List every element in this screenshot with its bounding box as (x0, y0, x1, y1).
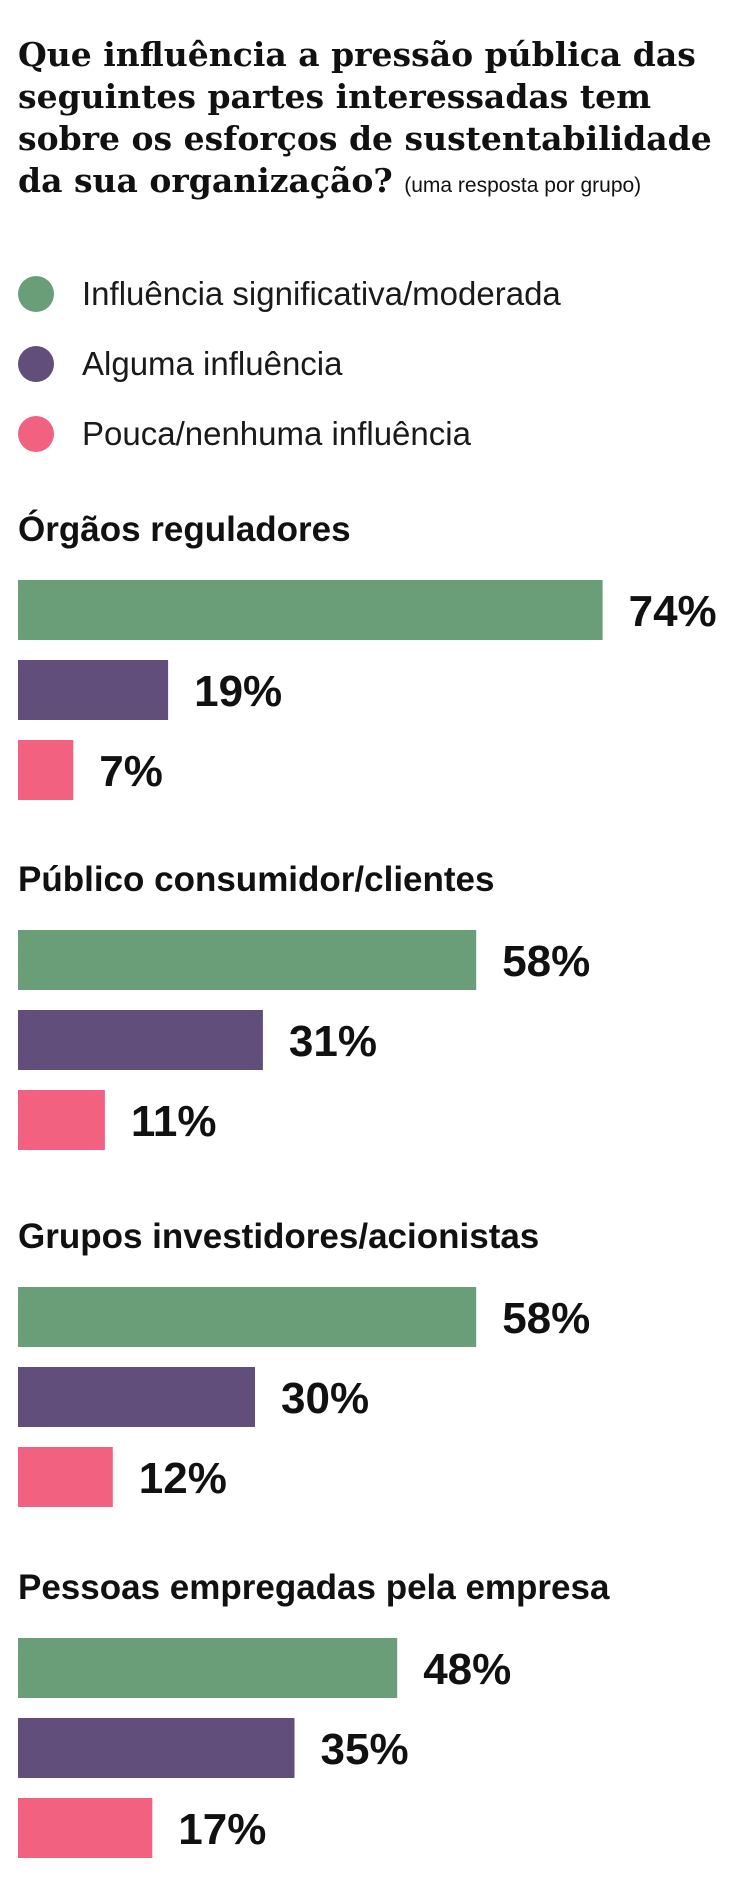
group-reguladores: Órgãos reguladores 74% 19% 7% (18, 509, 717, 800)
group-title-consumidores: Público consumidor/clientes (18, 860, 494, 899)
bar-empregados-significant (18, 1638, 398, 1698)
chart-subtitle: (uma resposta por grupo) (404, 174, 642, 197)
bar-empregados-some (18, 1718, 295, 1778)
chart-title-text: Que influência a pressão pública das seg… (18, 35, 712, 200)
bar-consumidores-significant (18, 930, 477, 990)
chart-title: Que influência a pressão pública das seg… (18, 34, 738, 207)
group-title-investidores: Grupos investidores/acionistas (18, 1217, 539, 1256)
legend-label-some: Alguma influência (82, 345, 343, 382)
bar-consumidores-some (18, 1010, 263, 1070)
bar-consumidores-little (18, 1090, 105, 1150)
bar-value-reguladores-some: 19% (194, 667, 282, 716)
bar-value-investidores-some: 30% (281, 1374, 369, 1423)
bar-value-consumidores-little: 11% (131, 1097, 217, 1146)
legend-label-little: Pouca/nenhuma influência (82, 415, 471, 452)
bar-value-reguladores-significant: 74% (629, 587, 717, 636)
group-investidores: Grupos investidores/acionistas 58% 30% 12% (18, 1217, 590, 1507)
bar-value-empregados-little: 17% (178, 1805, 266, 1854)
bar-value-investidores-significant: 58% (502, 1294, 590, 1343)
group-title-empregados: Pessoas empregadas pela empresa (18, 1568, 610, 1607)
legend-swatch-little (18, 416, 54, 452)
legend-swatch-some (18, 346, 54, 382)
group-empregados: Pessoas empregadas pela empresa 48% 35% 17% (18, 1568, 610, 1858)
bar-value-consumidores-significant: 58% (502, 937, 590, 986)
bar-reguladores-some (18, 660, 169, 720)
bar-value-consumidores-some: 31% (289, 1017, 377, 1066)
legend-swatch-significant (18, 276, 54, 312)
bar-reguladores-significant (18, 580, 603, 640)
bar-reguladores-little (18, 740, 74, 800)
bar-value-investidores-little: 12% (139, 1454, 227, 1503)
bar-empregados-little (18, 1798, 153, 1858)
bar-value-reguladores-little: 7% (99, 747, 163, 796)
legend-label-significant: Influência significativa/moderada (82, 275, 561, 312)
group-title-reguladores: Órgãos reguladores (18, 509, 351, 549)
bar-value-empregados-significant: 48% (423, 1645, 511, 1694)
bar-investidores-significant (18, 1287, 477, 1347)
bar-value-empregados-some: 35% (321, 1725, 409, 1774)
bar-investidores-some (18, 1367, 255, 1427)
bar-investidores-little (18, 1447, 113, 1507)
